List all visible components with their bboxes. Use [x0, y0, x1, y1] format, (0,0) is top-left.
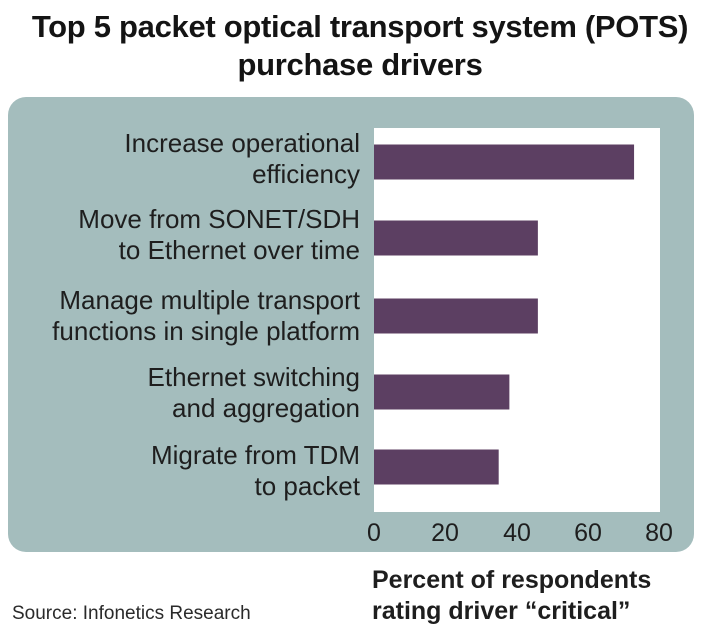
- category-label-4: Ethernet switching and aggregation: [148, 362, 360, 424]
- category-label-4-line-2: and aggregation: [172, 393, 360, 423]
- x-tick-label-60: 60: [574, 519, 602, 547]
- bar-5: [374, 449, 499, 485]
- x-tick-label-20: 20: [431, 519, 459, 547]
- chart-title: Top 5 packet optical transport system (P…: [0, 8, 720, 84]
- category-label-5: Migrate from TDM to packet: [151, 440, 360, 502]
- bar-1: [374, 144, 635, 180]
- x-axis-label-line-2: rating driver “critical”: [372, 597, 631, 625]
- category-label-5-line-1: Migrate from TDM: [151, 440, 360, 470]
- bar-4: [374, 374, 510, 410]
- category-label-5-line-2: to packet: [254, 471, 360, 501]
- x-axis-label-line-1: Percent of respondents: [372, 566, 652, 594]
- source-note: Source: Infonetics Research: [12, 603, 251, 624]
- category-label-2-line-2: to Ethernet over time: [118, 235, 360, 265]
- x-tick-label-80: 80: [645, 519, 673, 547]
- category-label-4-line-1: Ethernet switching: [147, 362, 360, 392]
- category-label-1-line-1: Increase operational: [124, 128, 360, 158]
- category-label-2-line-1: Move from SONET/SDH: [78, 204, 360, 234]
- chart-title-line-1: Top 5 packet optical transport system (P…: [31, 9, 689, 44]
- category-label-3: Manage multiple transport functions in s…: [52, 285, 360, 347]
- category-label-1: Increase operational efficiency: [124, 128, 360, 190]
- x-tick-label-0: 0: [367, 519, 381, 547]
- category-label-3-line-2: functions in single platform: [52, 316, 360, 346]
- x-axis-label: Percent of respondents rating driver “cr…: [372, 565, 672, 627]
- category-label-3-line-1: Manage multiple transport: [59, 285, 360, 315]
- chart-title-line-2: purchase drivers: [237, 47, 483, 82]
- bar-2: [374, 220, 538, 256]
- category-label-2: Move from SONET/SDH to Ethernet over tim…: [78, 204, 360, 266]
- category-label-1-line-2: efficiency: [252, 159, 360, 189]
- x-tick-label-40: 40: [503, 519, 531, 547]
- bar-3: [374, 298, 538, 334]
